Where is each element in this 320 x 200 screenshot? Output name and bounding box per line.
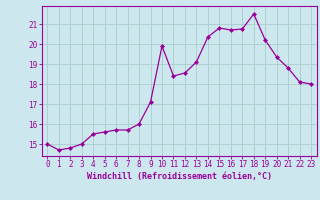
- X-axis label: Windchill (Refroidissement éolien,°C): Windchill (Refroidissement éolien,°C): [87, 172, 272, 181]
